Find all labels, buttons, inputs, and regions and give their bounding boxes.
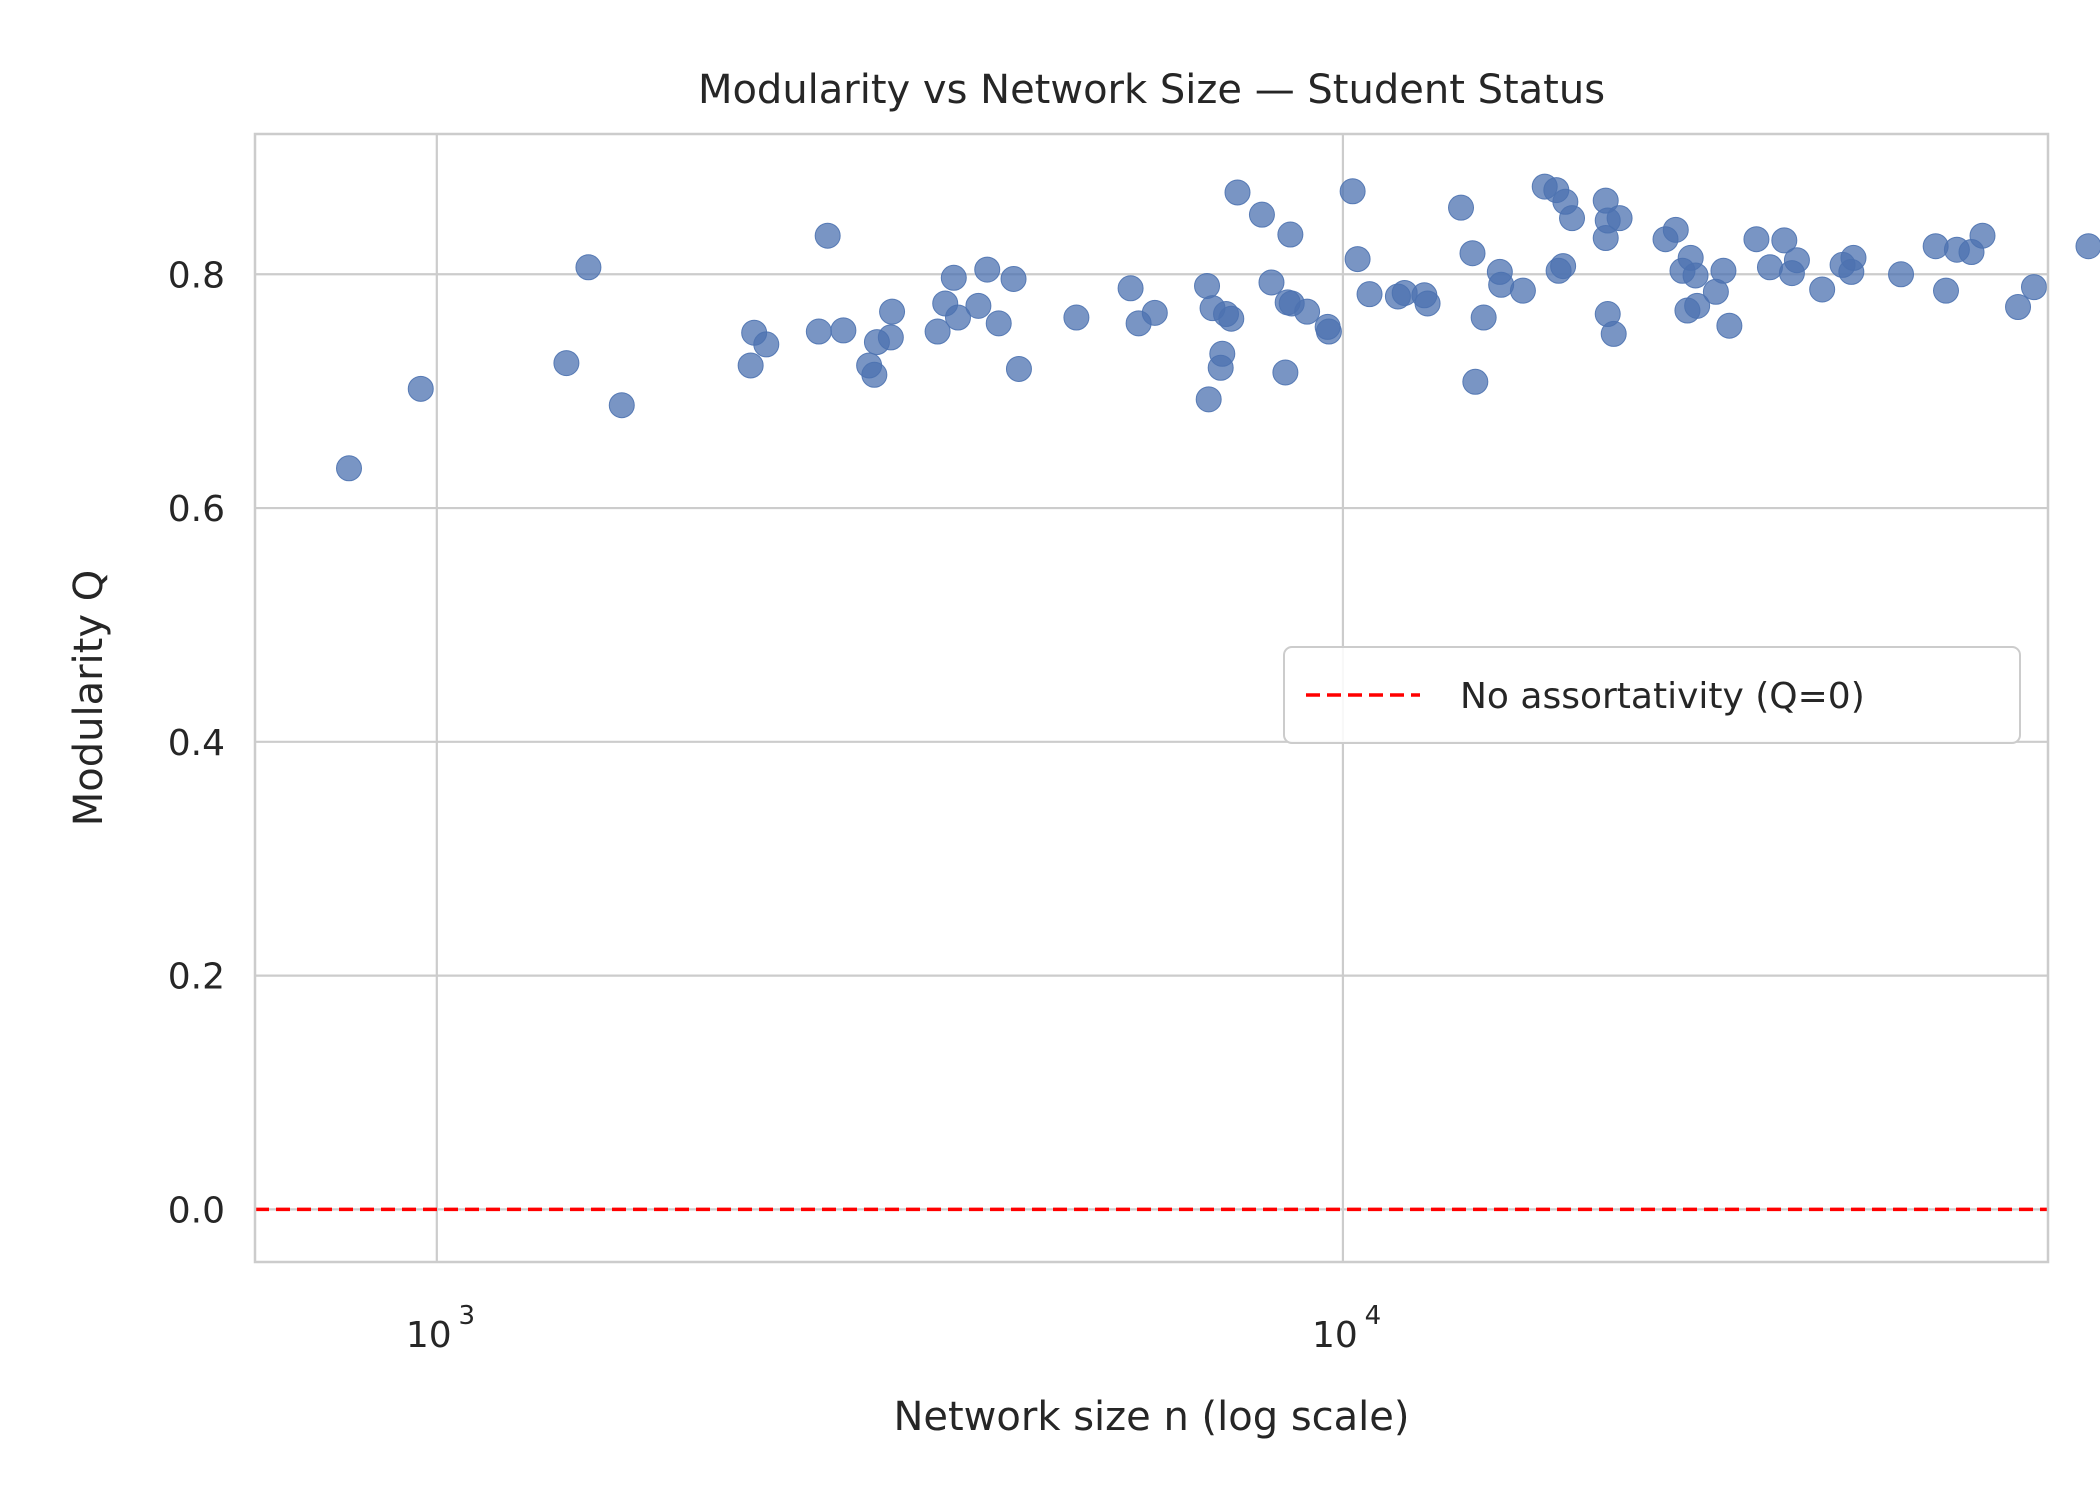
- data-point: [1117, 275, 1144, 302]
- data-point: [407, 375, 434, 402]
- data-point: [2075, 233, 2100, 260]
- data-point: [2020, 274, 2047, 301]
- data-point: [1933, 277, 1960, 304]
- legend-box: [1283, 646, 2021, 744]
- data-point: [1716, 312, 1743, 339]
- data-point: [1141, 299, 1168, 326]
- data-point: [553, 350, 580, 377]
- data-point: [861, 361, 888, 388]
- data-point: [1356, 281, 1383, 308]
- x-tick-labels: 10 3 10 4: [406, 1301, 1381, 1356]
- data-point: [879, 298, 906, 325]
- data-point: [1414, 290, 1441, 317]
- data-point: [1783, 247, 1810, 274]
- data-point: [1771, 227, 1798, 254]
- data-point: [753, 331, 780, 358]
- data-point: [1684, 292, 1711, 319]
- data-point: [965, 292, 992, 319]
- data-point: [608, 392, 635, 419]
- data-point: [1294, 298, 1321, 325]
- data-point: [575, 254, 602, 281]
- data-point: [1809, 276, 1836, 303]
- data-point: [1277, 221, 1304, 248]
- data-point: [336, 455, 363, 482]
- y-tick-label: 0.8: [168, 255, 225, 296]
- data-point: [1339, 178, 1366, 205]
- data-point: [1682, 262, 1709, 289]
- data-point: [1063, 304, 1090, 331]
- data-point: [1218, 305, 1245, 332]
- data-point: [1662, 216, 1689, 243]
- data-point: [1224, 179, 1251, 206]
- data-point: [940, 264, 967, 291]
- legend: No assortativity (Q=0): [1283, 646, 2021, 744]
- data-point: [1195, 386, 1222, 413]
- data-point: [830, 317, 857, 344]
- legend-label: No assortativity (Q=0): [1460, 676, 1865, 717]
- data-point: [1448, 194, 1475, 221]
- grid: [255, 134, 2048, 1262]
- y-tick-label: 0.0: [168, 1190, 225, 1231]
- data-point: [1710, 257, 1737, 284]
- data-point: [737, 352, 764, 379]
- data-point: [1550, 253, 1577, 280]
- data-point: [1840, 244, 1867, 271]
- data-point: [814, 222, 841, 249]
- data-point: [1209, 340, 1236, 367]
- data-point: [1509, 277, 1536, 304]
- data-point: [974, 256, 1001, 283]
- data-points: [336, 173, 2100, 482]
- data-point: [1459, 240, 1486, 267]
- x-tick-exponent: 4: [1365, 1301, 1382, 1331]
- data-point: [1315, 318, 1342, 345]
- data-point: [877, 324, 904, 351]
- data-point: [2005, 293, 2032, 320]
- data-point: [1969, 222, 1996, 249]
- data-point: [985, 310, 1012, 337]
- x-tick-label: 10: [1312, 1315, 1358, 1356]
- data-point: [1272, 359, 1299, 386]
- data-point: [1470, 304, 1497, 331]
- data-point: [1344, 246, 1371, 273]
- x-tick-label: 10: [406, 1315, 452, 1356]
- data-point: [1743, 226, 1770, 253]
- y-tick-label: 0.6: [168, 489, 225, 530]
- data-point: [1005, 355, 1032, 382]
- data-point: [1600, 320, 1627, 347]
- plot-frame: [253, 132, 2050, 1264]
- data-point: [1756, 254, 1783, 281]
- data-point: [1888, 261, 1915, 288]
- data-point: [805, 318, 832, 345]
- data-point: [944, 304, 971, 331]
- data-point: [1000, 265, 1027, 292]
- y-tick-label: 0.4: [168, 723, 225, 764]
- data-point: [1258, 269, 1285, 296]
- data-point: [1488, 271, 1515, 298]
- data-point: [1559, 205, 1586, 232]
- data-point: [1462, 368, 1489, 395]
- data-point: [924, 318, 951, 345]
- y-tick-label: 0.2: [168, 957, 225, 998]
- data-point: [1606, 205, 1633, 232]
- x-tick-exponent: 3: [459, 1301, 476, 1331]
- data-point: [1194, 272, 1221, 299]
- chart-title: Modularity vs Network Size — Student Sta…: [698, 67, 1605, 113]
- y-axis-label: Modularity Q: [66, 570, 112, 826]
- data-point: [1248, 201, 1275, 228]
- x-axis-label: Network size n (log scale): [893, 1394, 1409, 1440]
- y-tick-labels: 0.0 0.2 0.4 0.6 0.8: [168, 255, 225, 1231]
